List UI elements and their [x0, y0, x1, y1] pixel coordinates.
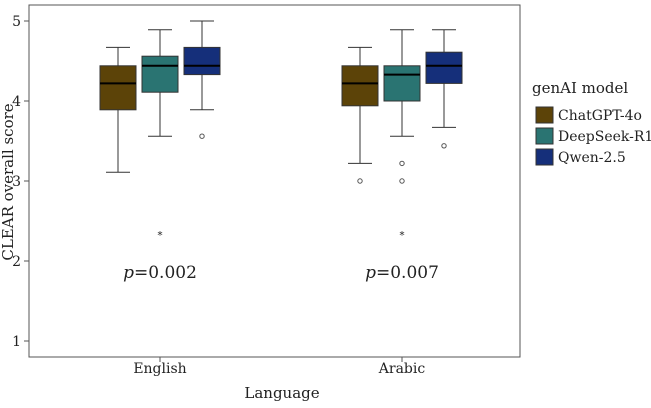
box-iqr	[383, 65, 421, 102]
legend-swatch	[535, 106, 554, 124]
box-iqr	[425, 51, 463, 84]
outlier-point	[357, 178, 363, 184]
p-value-number: =0.007	[376, 263, 439, 283]
y-tick-label: 4	[12, 94, 21, 110]
p-value-annotation: p=0.007	[365, 263, 439, 283]
outlier-point	[199, 133, 205, 139]
extreme-point: *	[158, 231, 163, 242]
box-iqr	[341, 65, 379, 107]
box-group	[99, 46, 137, 173]
box-iqr	[141, 55, 179, 93]
legend-swatch	[535, 148, 554, 166]
box-group: *	[141, 29, 179, 242]
box-group	[183, 20, 221, 139]
y-tick-label: 5	[12, 14, 21, 30]
y-tick-label: 2	[12, 254, 21, 270]
outlier-point	[441, 143, 447, 149]
box-iqr	[183, 46, 221, 76]
box-group	[425, 29, 463, 149]
box-iqr	[99, 65, 137, 111]
y-tick-label: 1	[12, 334, 21, 350]
extreme-point: *	[400, 231, 405, 242]
annotations: p=0.002 p=0.007	[123, 263, 439, 283]
y-axis-ticks: 1 2 3 4 5 English Arabic	[12, 14, 425, 377]
outlier-point	[399, 178, 405, 184]
box-group	[341, 46, 379, 184]
p-value-symbol: p	[365, 263, 376, 283]
legend-title: genAI model	[532, 79, 628, 97]
legend-label: ChatGPT-4o	[558, 108, 642, 124]
box-group: *	[383, 29, 421, 242]
y-axis-title: CLEAR overall score	[0, 103, 17, 260]
p-value-symbol: p	[123, 263, 134, 283]
legend-label: DeepSeek-R1	[558, 129, 651, 145]
x-tick-label: English	[133, 361, 186, 377]
y-tick-label: 3	[12, 174, 21, 190]
p-value-number: =0.002	[134, 263, 197, 283]
box-series: * *	[99, 20, 463, 242]
p-value-annotation: p=0.002	[123, 263, 197, 283]
x-axis-title: Language	[244, 384, 319, 402]
outlier-point	[399, 160, 405, 167]
legend: ChatGPT-4o DeepSeek-R1 Qwen-2.5	[535, 106, 651, 166]
legend-label: Qwen-2.5	[558, 150, 626, 166]
x-tick-label: Arabic	[378, 361, 426, 377]
legend-swatch	[535, 127, 554, 145]
